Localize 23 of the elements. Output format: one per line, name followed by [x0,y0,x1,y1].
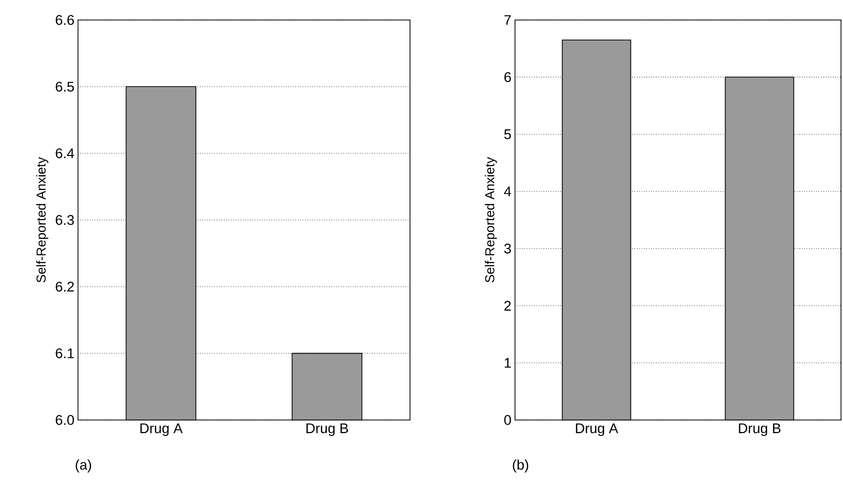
y-tick-label: 6.6 [56,15,74,25]
y-axis-title: Self-Reported Anxiety [484,157,497,282]
x-tick-label: Drug A [140,424,183,436]
y-tick-label: 6 [504,72,511,82]
y-tick-label: 6.2 [56,282,74,292]
y-tick-label: 4 [504,186,512,196]
y-tick-label: 1 [504,358,511,368]
y-tick-label: 3 [504,244,511,254]
y-tick-label: 2 [504,300,511,311]
y-tick-label: 0 [504,415,511,425]
y-tick-label: 6.0 [56,415,74,425]
y-tick-label: 5 [504,129,511,140]
x-tick-label: Drug B [738,424,780,436]
text: (b) [512,459,528,472]
y-tick-label: 6.1 [56,348,74,358]
x-tick-label: Drug A [576,424,618,436]
y-tick-label: 7 [504,15,511,25]
x-tick-label: Drug B [306,424,348,436]
y-tick-label: 6.3 [56,215,74,225]
text: (a) [76,459,92,472]
y-axis-title: Self-Reported Anxiety [36,157,48,282]
y-tick-label: 6.5 [56,82,74,92]
y-tick-label: 6.4 [56,148,74,158]
